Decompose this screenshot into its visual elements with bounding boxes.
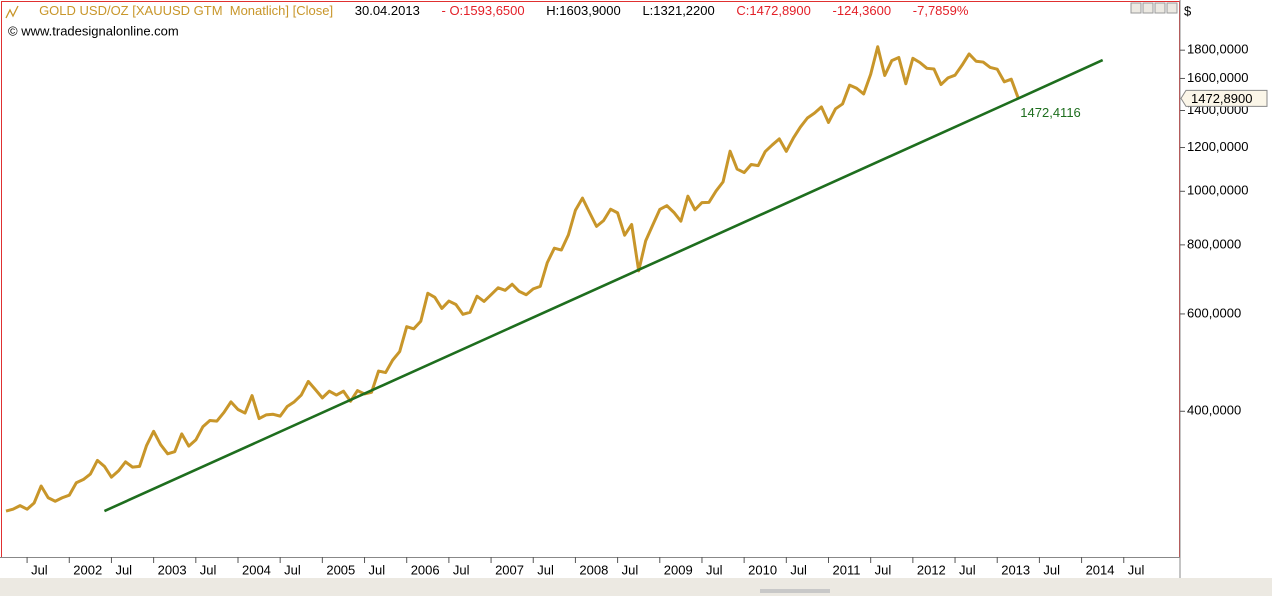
x-tick-label: 2009 (664, 562, 693, 577)
series-line (5, 45, 1020, 513)
y-tick-label: 1000,0000 (1187, 183, 1248, 198)
scrollbar-area (0, 578, 1272, 596)
date: 30.04.2013 (355, 3, 424, 18)
x-tick-label: 2005 (326, 562, 355, 577)
last-price-marker (1180, 89, 1268, 107)
x-tick-label: Jul (706, 562, 723, 577)
x-tick-label: 2011 (833, 562, 861, 577)
x-tick-label: Jul (31, 562, 48, 577)
y-tick-label: 1800,0000 (1187, 42, 1248, 57)
button[interactable] (1154, 2, 1166, 14)
y-tick-label: 800,0000 (1187, 236, 1241, 251)
button[interactable] (1130, 2, 1142, 14)
x-tick-label: Jul (200, 562, 217, 577)
button[interactable] (1142, 2, 1154, 14)
x-tick-label: 2014 (1086, 562, 1115, 577)
change: -124,3600 (833, 3, 895, 18)
y-tick-label: 1200,0000 (1187, 139, 1248, 154)
x-tick-label: 2010 (748, 562, 777, 577)
low: L:1321,2200 (642, 3, 718, 18)
subtitle: © www.tradesignalonline.com (8, 23, 179, 38)
x-tick-label: 2004 (242, 562, 271, 577)
x-tick-label: Jul (284, 562, 301, 577)
y-tick-label: 400,0000 (1187, 403, 1241, 418)
open: - O:1593,6500 (442, 3, 529, 18)
x-tick-label: Jul (875, 562, 892, 577)
x-tick-label: Jul (453, 562, 470, 577)
x-tick-label: Jul (369, 562, 386, 577)
series-icon (5, 5, 19, 19)
high: H:1603,9000 (546, 3, 624, 18)
x-tick-label: Jul (622, 562, 639, 577)
x-tick-label: Jul (1043, 562, 1060, 577)
x-tick-label: 2007 (495, 562, 524, 577)
series-line (103, 58, 1104, 513)
x-tick-label: Jul (115, 562, 132, 577)
x-tick-label: 2012 (917, 562, 946, 577)
toolbar (1130, 2, 1178, 14)
close: C:1472,8900 (736, 3, 814, 18)
series-label: GOLD USD/OZ [XAUUSD GTM Monatlich] [Clos… (39, 3, 337, 18)
x-tick-label: Jul (1128, 562, 1145, 577)
y-tick-label: 1600,0000 (1187, 70, 1248, 85)
change-pct: -7,7859% (913, 3, 972, 18)
x-tick-label: 2006 (411, 562, 440, 577)
scroll-grip[interactable] (760, 589, 830, 593)
x-tick-label: 2003 (158, 562, 187, 577)
y-tick-label: 600,0000 (1187, 305, 1241, 320)
button[interactable] (1166, 2, 1178, 14)
x-tick-label: Jul (790, 562, 807, 577)
y-unit: $ (1184, 3, 1192, 18)
last-price-badge: 1472,8900 (1180, 89, 1268, 107)
x-tick-label: Jul (537, 562, 554, 577)
value-label: 1472,4116 (1020, 105, 1081, 120)
x-tick-label: 2008 (579, 562, 608, 577)
chart-header: GOLD USD/OZ [XAUUSD GTM Monatlich] [Clos… (21, 3, 983, 18)
x-tick-label: Jul (959, 562, 976, 577)
x-tick-label: 2002 (73, 562, 102, 577)
last-price-label: 1472,8900 (1191, 91, 1252, 106)
x-tick-label: 2013 (1001, 562, 1030, 577)
